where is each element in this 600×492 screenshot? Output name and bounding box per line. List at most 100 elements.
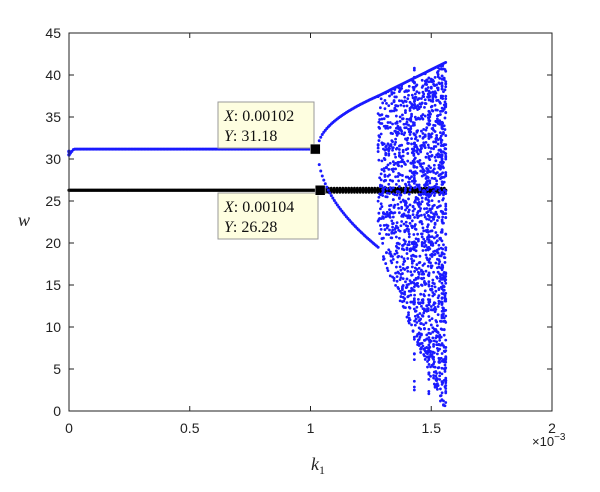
blue-chaos-point xyxy=(388,126,392,129)
blue-chaos-point xyxy=(426,210,430,213)
datatip-marker xyxy=(314,184,326,196)
datatip-y-value: : 31.18 xyxy=(233,128,277,145)
black-branch-point xyxy=(413,190,417,194)
black-branch-point xyxy=(332,190,336,194)
blue-chaos-point xyxy=(420,200,424,204)
black-branch-point xyxy=(416,190,420,194)
blue-chaos-point xyxy=(429,186,433,190)
blue-chaos-point xyxy=(431,336,435,340)
x-axis-label: k1 xyxy=(311,454,325,477)
blue-chaos-point xyxy=(428,257,432,261)
blue-chaos-point xyxy=(440,125,444,129)
blue-chaos-point xyxy=(386,121,390,124)
black-branch-point xyxy=(361,190,365,194)
blue-period2-point xyxy=(332,199,336,203)
blue-chaos-point xyxy=(415,243,419,247)
blue-chaos-point xyxy=(444,97,448,101)
blue-chaos-point xyxy=(421,270,425,274)
blue-chaos-point xyxy=(420,192,423,196)
blue-chaos-point xyxy=(415,305,419,309)
blue-chaos-point xyxy=(423,169,426,173)
blue-chaos-point xyxy=(443,404,447,408)
blue-chaos-point xyxy=(422,141,426,145)
blue-chaos-point xyxy=(386,142,390,146)
blue-chaos-point xyxy=(444,94,448,98)
blue-chaos-point xyxy=(400,129,404,133)
blue-chaos-point xyxy=(415,90,419,94)
blue-chaos-point xyxy=(422,92,426,96)
blue-chaos-point xyxy=(416,104,420,107)
black-branch-point xyxy=(350,190,353,194)
blue-period2-point xyxy=(329,194,333,198)
blue-chaos-point xyxy=(423,106,426,109)
blue-chaos-point xyxy=(404,187,407,191)
blue-chaos-point xyxy=(436,69,440,73)
blue-chaos-point xyxy=(388,228,391,232)
blue-chaos-point xyxy=(444,216,448,219)
blue-chaos-point xyxy=(424,155,428,159)
blue-chaos-point xyxy=(442,124,446,128)
blue-chaos-point xyxy=(434,187,438,191)
blue-chaos-point xyxy=(388,178,392,182)
blue-chaos-point xyxy=(409,293,413,297)
blue-chaos-point xyxy=(388,186,392,190)
blue-chaos-point xyxy=(443,261,447,264)
y-tick-label: 5 xyxy=(53,361,61,377)
blue-chaos-point xyxy=(422,237,426,241)
blue-chaos-point xyxy=(382,255,385,258)
blue-chaos-point xyxy=(442,193,445,197)
blue-chaos-point xyxy=(432,163,436,167)
blue-chaos-point xyxy=(421,226,425,230)
blue-period2-point xyxy=(322,178,326,182)
blue-chaos-point xyxy=(396,202,400,206)
blue-chaos-point xyxy=(388,192,391,195)
blue-chaos-point xyxy=(432,270,435,274)
blue-chaos-point xyxy=(408,279,412,283)
blue-chaos-point xyxy=(398,126,402,130)
blue-chaos-point xyxy=(424,197,428,201)
blue-chaos-point xyxy=(377,158,381,162)
blue-chaos-point xyxy=(444,212,448,215)
blue-chaos-point xyxy=(399,295,403,298)
blue-chaos-point xyxy=(436,155,440,159)
blue-chaos-point xyxy=(436,384,440,387)
blue-chaos-point xyxy=(426,230,430,234)
blue-chaos-point xyxy=(382,117,386,121)
blue-chaos-point xyxy=(420,332,423,336)
blue-chaos-point xyxy=(441,171,445,175)
blue-chaos-point xyxy=(422,127,426,131)
blue-chaos-point xyxy=(408,306,412,310)
blue-chaos-point xyxy=(416,313,420,317)
blue-chaos-point xyxy=(412,149,416,152)
blue-chaos-point xyxy=(440,218,444,222)
blue-chaos-point xyxy=(423,133,427,137)
blue-chaos-point xyxy=(393,252,397,256)
blue-chaos-point xyxy=(432,342,435,346)
blue-chaos-point xyxy=(415,321,419,324)
blue-chaos-point xyxy=(376,146,380,150)
blue-chaos-point xyxy=(402,212,406,216)
blue-chaos-point xyxy=(420,162,423,166)
blue-chaos-point xyxy=(440,382,444,386)
blue-chaos-point xyxy=(444,173,448,177)
blue-chaos-point xyxy=(420,341,424,345)
blue-chaos-point xyxy=(400,207,404,210)
blue-chaos-point xyxy=(393,203,397,207)
blue-chaos-point xyxy=(385,210,389,214)
blue-chaos-point xyxy=(427,238,431,242)
blue-chaos-point xyxy=(382,257,386,261)
blue-chaos-point xyxy=(426,309,430,312)
y-tick-label: 45 xyxy=(45,25,61,41)
blue-chaos-point xyxy=(425,126,429,130)
blue-chaos-point xyxy=(422,192,426,196)
blue-chaos-point xyxy=(403,131,407,135)
blue-chaos-point xyxy=(423,240,427,243)
blue-chaos-point xyxy=(384,215,388,219)
blue-chaos-point xyxy=(410,137,413,141)
blue-chaos-point xyxy=(400,164,404,168)
blue-chaos-point xyxy=(419,169,423,173)
blue-chaos-point xyxy=(441,182,445,186)
blue-chaos-point xyxy=(442,252,446,256)
blue-chaos-point xyxy=(407,311,410,315)
